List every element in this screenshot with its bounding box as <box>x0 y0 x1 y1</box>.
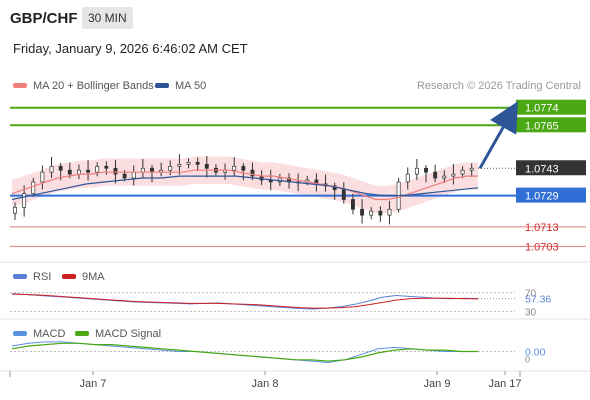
level-tag-resistance <box>516 117 586 133</box>
candle-body <box>31 181 36 194</box>
candle-body <box>451 173 456 177</box>
legend-ma20-label: MA 20 + Bollinger Bands <box>33 80 154 92</box>
candle-body <box>186 162 191 165</box>
legend-macd: MACD <box>13 328 65 340</box>
candle-body <box>58 165 63 171</box>
candle-body <box>341 189 346 200</box>
candle-body <box>405 173 410 183</box>
macd-swatch <box>13 330 27 336</box>
level-tag-pivot <box>516 187 586 203</box>
candle-body <box>460 169 465 175</box>
ma50-line <box>11 175 479 201</box>
datetime-label: Friday, January 9, 2026 6:46:02 AM CET <box>13 41 248 56</box>
symbol-title: GBP/CHF <box>10 10 78 27</box>
last-price-tag <box>516 160 586 176</box>
rsi-ma-swatch <box>62 273 76 279</box>
bollinger-band <box>12 156 478 214</box>
candle-body <box>250 169 255 177</box>
macd-signal-swatch <box>75 330 89 336</box>
macd-line <box>11 341 478 364</box>
candle-body <box>104 165 109 169</box>
level-label-pivot: 1.0729 <box>525 191 559 203</box>
macd-signal-line <box>11 342 478 362</box>
candle-body <box>13 206 17 214</box>
candle-body <box>469 167 474 171</box>
macd-tick-0: 0 <box>525 355 530 365</box>
candle-body <box>414 167 419 175</box>
macd-panel: 0.000 <box>10 341 546 365</box>
candle-body <box>67 169 72 175</box>
candle-body <box>150 167 154 173</box>
rsi-ma-line <box>11 293 478 309</box>
level-label-resistance: 1.0774 <box>525 103 559 115</box>
level-label-support: 1.0713 <box>525 222 559 234</box>
candle-body <box>95 165 100 173</box>
candle-body <box>387 208 392 216</box>
candle-body <box>49 165 54 173</box>
candle-body <box>442 175 447 179</box>
x-tick-label: Jan 17 <box>488 378 521 390</box>
candle-body <box>424 167 428 173</box>
rsi-current-value: 57.36 <box>525 294 551 306</box>
candle-body <box>433 171 438 179</box>
candle-body <box>113 167 118 175</box>
macd-current-value: 0.00 <box>525 347 546 359</box>
candle-body <box>360 208 365 216</box>
level-label-support: 1.0703 <box>525 241 559 253</box>
candle-body <box>378 210 383 216</box>
candle-body <box>122 173 127 179</box>
candle-body <box>195 162 200 165</box>
candle-body <box>140 167 145 173</box>
candle-body <box>350 199 355 210</box>
legend-macd-signal-label: MACD Signal <box>95 328 162 340</box>
timeframe-badge[interactable]: 30 MIN <box>82 7 133 29</box>
legend-ma50-label: MA 50 <box>175 80 207 92</box>
credit-label: Research © 2026 Trading Central <box>416 80 581 92</box>
last-price-label: 1.0743 <box>525 163 559 175</box>
legend-rsi: RSI <box>13 271 51 283</box>
candle-body <box>241 165 246 171</box>
legend-rsi-label: RSI <box>33 271 52 283</box>
rsi-swatch <box>13 273 27 279</box>
legend-rsi-ma-label: 9MA <box>82 271 105 283</box>
legend-macd-signal: MACD Signal <box>75 328 161 340</box>
rsi-line <box>11 293 479 310</box>
candle-body <box>131 171 136 179</box>
legend-ma20: MA 20 + Bollinger Bands <box>13 80 154 92</box>
candle-body <box>168 165 173 171</box>
time-axis: Jan 7 Jan 8 Jan 9 Jan 17 <box>9 371 522 390</box>
x-tick-label: Jan 8 <box>252 378 279 390</box>
level-tag-resistance <box>516 99 586 115</box>
rsi-tick-70: 70 <box>525 289 537 300</box>
candle-body <box>40 171 45 183</box>
legend-ma50: MA 50 <box>155 80 206 92</box>
candle-body <box>204 164 209 169</box>
rsi-tick-30: 30 <box>525 307 537 318</box>
candle-body <box>232 165 237 171</box>
candle-body <box>86 169 91 173</box>
price-panel: 1.0774 1.0765 1.0743 1.0729 1.0713 1.0703 <box>0 99 590 372</box>
x-tick-label: Jan 7 <box>80 378 107 390</box>
candle-body <box>22 193 27 208</box>
ma50-swatch <box>155 82 169 88</box>
ma20-line <box>11 169 478 201</box>
candle-body <box>369 210 374 216</box>
legend-rsi-ma: 9MA <box>62 271 105 283</box>
ma20-swatch <box>13 82 27 88</box>
candle-body <box>177 164 182 167</box>
x-tick-label: Jan 9 <box>424 378 451 390</box>
level-label-resistance: 1.0765 <box>525 120 559 132</box>
legend-macd-label: MACD <box>33 328 66 340</box>
forecast-arrow <box>478 101 518 169</box>
